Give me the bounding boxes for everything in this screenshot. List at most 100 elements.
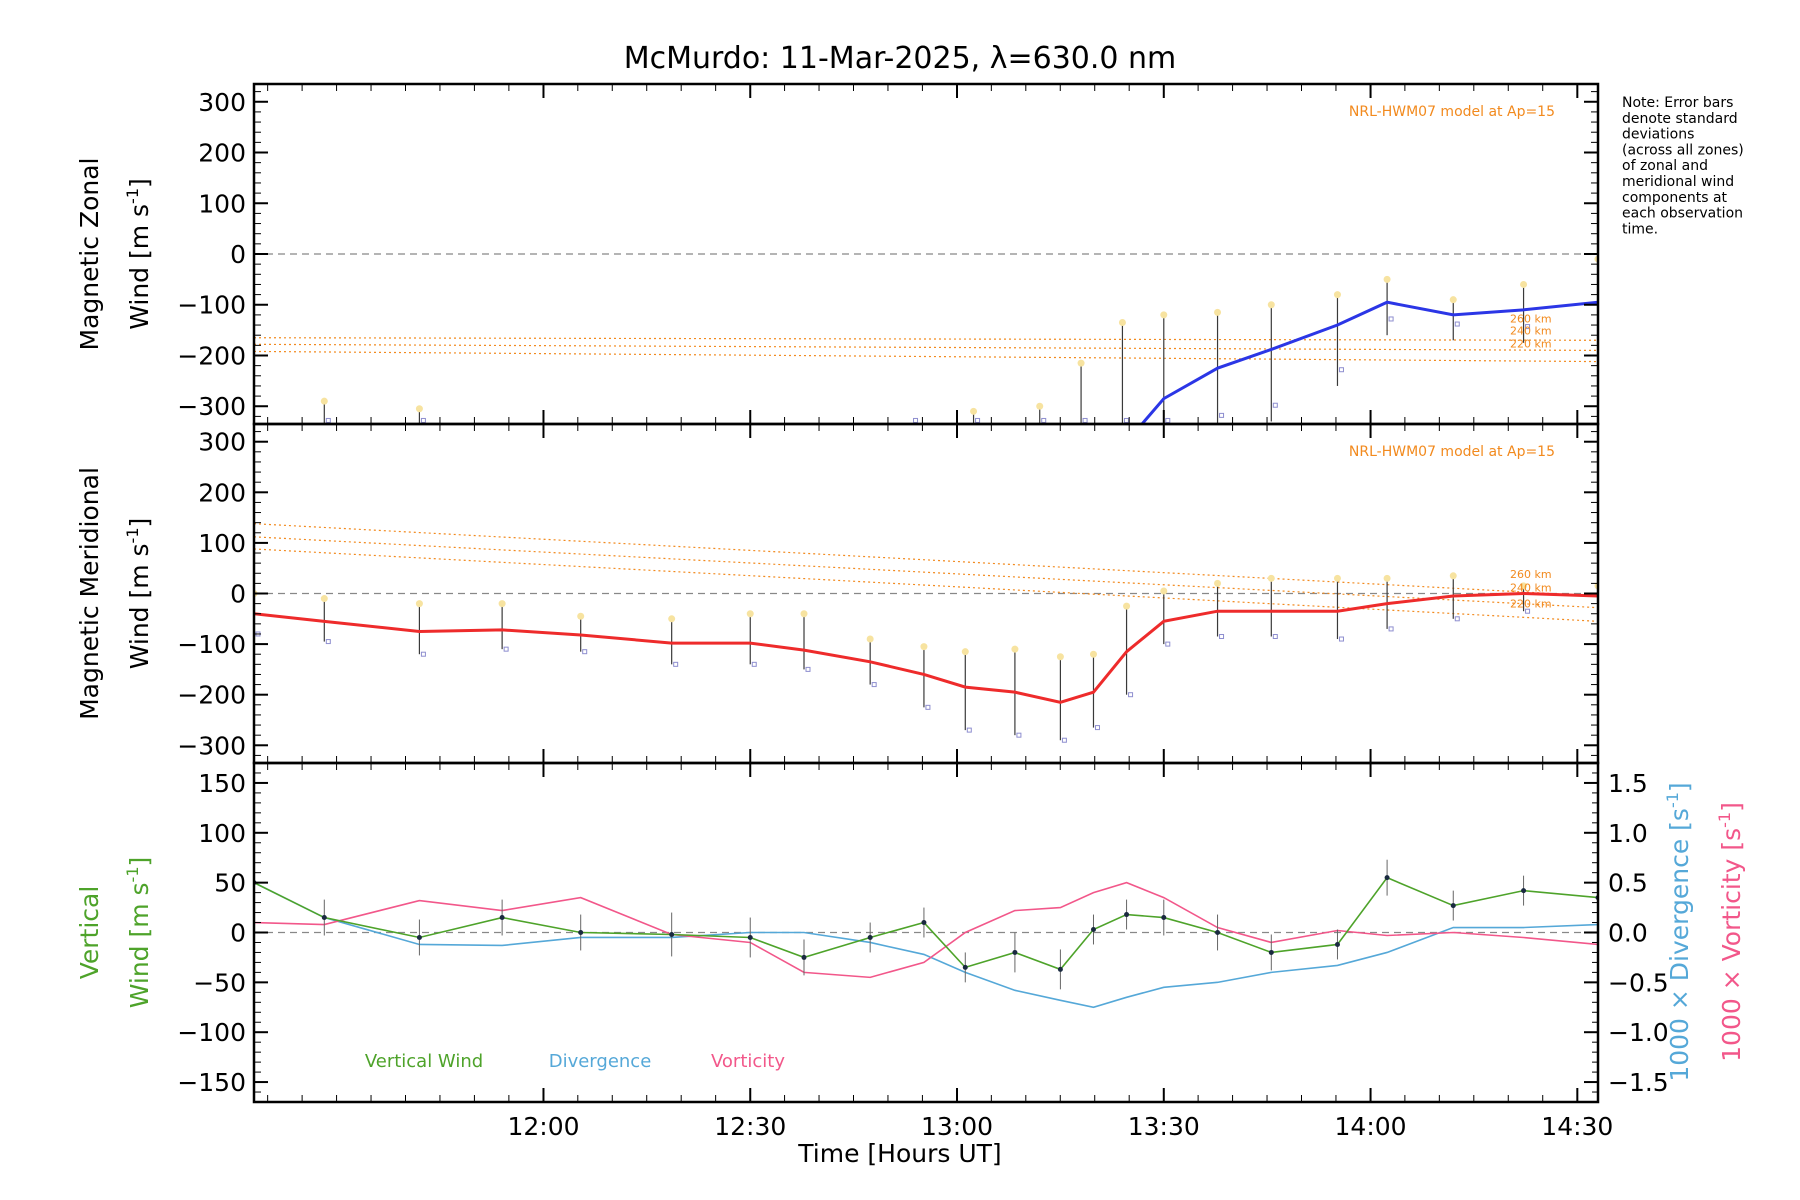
note-line: time.	[1622, 221, 1658, 237]
zone-sample	[1082, 417, 1088, 423]
model-marker	[1333, 291, 1341, 299]
zone-sample	[1128, 692, 1134, 698]
y-tick-label: 50	[214, 869, 246, 898]
y-tick-label: −300	[177, 392, 246, 421]
note-line: deviations	[1622, 127, 1694, 143]
vertical-wind-point	[1521, 888, 1527, 894]
vertical-wind-point	[416, 934, 422, 940]
zone-sample	[1272, 402, 1278, 408]
vertical-wind-point	[962, 964, 968, 970]
zone-sample	[1061, 737, 1067, 743]
zone-sample	[1388, 626, 1394, 632]
y-tick-label: 150	[198, 769, 246, 798]
model-marker	[800, 610, 808, 618]
vertical-wind-point	[499, 915, 505, 921]
zonal-ylabel-line2: Wind [m s-1]	[123, 178, 154, 330]
note-line: Note: Error bars	[1622, 95, 1733, 111]
vertical-wind-point	[1450, 903, 1456, 909]
zone-sample	[1338, 367, 1344, 373]
vorticity-line	[254, 881, 1598, 979]
model-line-240km	[254, 343, 1598, 352]
vertical-wind-point	[1012, 949, 1018, 955]
model-marker	[1011, 645, 1019, 653]
zone-sample	[582, 649, 588, 655]
model-label-240km: 240 km	[1510, 324, 1552, 337]
model-line-240km	[254, 536, 1598, 609]
zone-sample	[751, 661, 757, 667]
zone-sample	[975, 417, 981, 423]
y-tick-label: 0	[230, 240, 246, 269]
zone-sample	[871, 682, 877, 688]
legend-vorticity: Vorticity	[711, 1051, 785, 1072]
vertical-wind-point	[1384, 875, 1390, 881]
y-tick-label: −100	[177, 630, 246, 659]
model-label-220km: 220 km	[1510, 338, 1552, 351]
x-tick-label: 14:30	[1541, 1112, 1613, 1141]
zone-sample	[1272, 634, 1278, 640]
y-tick-label: −200	[177, 341, 246, 370]
vertical-wind-point	[1215, 930, 1221, 935]
model-marker	[1077, 359, 1085, 367]
y-tick-label: −100	[177, 291, 246, 320]
model-marker	[1383, 574, 1391, 582]
zone-sample	[420, 651, 426, 657]
zone-sample	[1165, 641, 1171, 647]
vertical-wind-point	[1334, 941, 1340, 947]
vertical-wind-point	[1161, 915, 1167, 921]
note-line: (across all zones)	[1622, 142, 1744, 158]
model-marker	[1449, 572, 1457, 580]
model-marker	[1160, 311, 1168, 319]
x-tick-label: 13:00	[921, 1112, 993, 1141]
zonal-ylabel-line1: Magnetic Zonal	[75, 158, 104, 351]
model-marker	[415, 405, 423, 413]
y-tick-label: 200	[198, 478, 246, 507]
model-line-260km	[254, 523, 1598, 597]
y-tick-label: 300	[198, 428, 246, 457]
model-marker	[415, 600, 423, 608]
model-marker	[920, 643, 928, 651]
meridional-ylabel-line2: Wind [m s-1]	[123, 518, 154, 670]
vertical-wind-point	[1057, 966, 1063, 972]
model-label-260km: 260 km	[1510, 312, 1552, 325]
vertical-ylabel-line2: Wind [m s-1]	[123, 857, 154, 1009]
zone-sample	[503, 646, 509, 652]
y2-tick-label: 0.0	[1608, 919, 1648, 948]
y-tick-label: −50	[193, 968, 246, 997]
zone-sample	[1600, 307, 1604, 311]
zone-sample	[1219, 634, 1225, 640]
meridional-wind-line	[254, 591, 1598, 704]
zone-sample	[1600, 609, 1604, 613]
zone-sample	[325, 417, 331, 423]
y-tick-label: 100	[198, 529, 246, 558]
vertical-ylabel-line1: Vertical	[75, 886, 104, 980]
vertical-wind-point	[321, 915, 327, 921]
legend-divergence: Divergence	[549, 1051, 652, 1072]
y2-tick-label: −1.0	[1608, 1018, 1669, 1047]
vorticity-axis-label: 1000 × Vorticity [s-1]	[1715, 802, 1746, 1062]
model-marker	[498, 600, 506, 608]
zone-sample	[1219, 412, 1225, 418]
model-caption: NRL-HWM07 model at Ap=15	[1349, 444, 1555, 460]
y-tick-label: −150	[177, 1068, 246, 1097]
model-marker	[668, 615, 676, 623]
zone-sample	[1525, 608, 1531, 614]
model-line-260km	[254, 337, 1598, 341]
model-caption: NRL-HWM07 model at Ap=15	[1349, 104, 1555, 120]
divergence-line	[254, 881, 1598, 1009]
vertical-wind-point	[921, 920, 927, 926]
note-line: of zonal and	[1622, 158, 1708, 174]
x-axis-label: Time [Hours UT]	[797, 1139, 1001, 1168]
zone-sample	[913, 417, 919, 423]
zone-sample	[1388, 316, 1394, 322]
x-tick-label: 12:00	[507, 1112, 579, 1141]
model-label-220km: 220 km	[1510, 597, 1552, 610]
zone-sample	[925, 704, 931, 710]
x-tick-label: 14:00	[1335, 1112, 1407, 1141]
zone-sample	[1165, 417, 1171, 423]
model-marker	[320, 595, 328, 603]
